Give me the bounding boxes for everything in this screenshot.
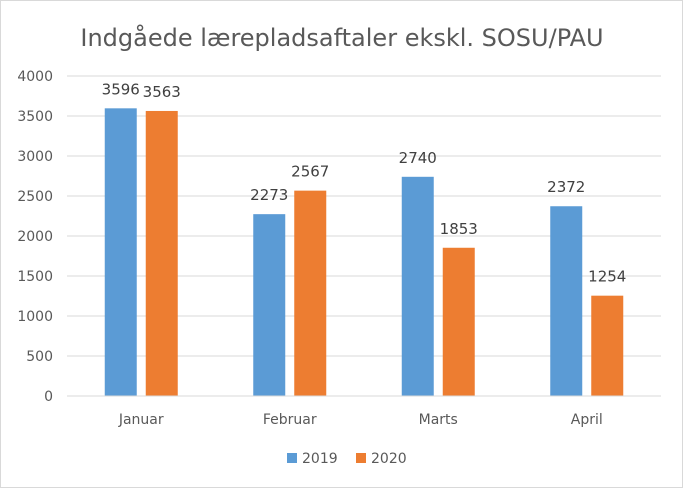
x-axis-ticks: Januar Februar Marts April xyxy=(67,395,661,428)
x-tick-label: Februar xyxy=(263,412,317,428)
data-label: 1254 xyxy=(588,268,626,286)
x-tick-label: Januar xyxy=(118,412,164,428)
bar-2020-april xyxy=(591,295,624,396)
data-label: 3596 xyxy=(102,80,140,98)
bar-2019-marts xyxy=(401,176,434,396)
y-tick-label: 1500 xyxy=(17,269,53,285)
y-tick-label: 3000 xyxy=(17,149,53,165)
bar-2019-februar xyxy=(253,214,286,396)
x-tick-label: April xyxy=(571,412,603,428)
bar-2020-marts xyxy=(442,247,475,396)
data-label: 1853 xyxy=(440,220,478,238)
y-tick-label: 2000 xyxy=(17,229,53,245)
y-tick-label: 3500 xyxy=(17,109,53,125)
bar-2020-februar xyxy=(294,190,327,396)
data-label: 2273 xyxy=(250,186,288,204)
legend-swatch-2019 xyxy=(287,453,297,463)
data-label: 3563 xyxy=(143,83,181,101)
data-label: 2740 xyxy=(399,149,437,167)
x-tick-label: Marts xyxy=(419,412,458,428)
legend-swatch-2020 xyxy=(356,453,366,463)
y-tick-label: 2500 xyxy=(17,189,53,205)
legend-label: 2019 xyxy=(302,451,338,467)
y-axis-ticks: 0 500 1000 1500 2000 2500 3000 3500 4000 xyxy=(17,69,53,405)
data-label: 2372 xyxy=(547,178,585,196)
data-label: 2567 xyxy=(291,163,329,181)
y-tick-label: 500 xyxy=(26,349,53,365)
chart-title: Indgåede lærepladsaftaler ekskl. SOSU/PA… xyxy=(80,23,603,52)
bar-2020-januar xyxy=(145,110,178,397)
bar-2019-januar xyxy=(104,108,137,396)
legend: 2019 2020 xyxy=(287,451,407,467)
bar-2019-april xyxy=(550,206,583,396)
y-tick-label: 0 xyxy=(44,389,53,405)
bars xyxy=(104,108,624,397)
legend-label: 2020 xyxy=(371,451,407,467)
y-tick-label: 1000 xyxy=(17,309,53,325)
y-tick-label: 4000 xyxy=(17,69,53,85)
